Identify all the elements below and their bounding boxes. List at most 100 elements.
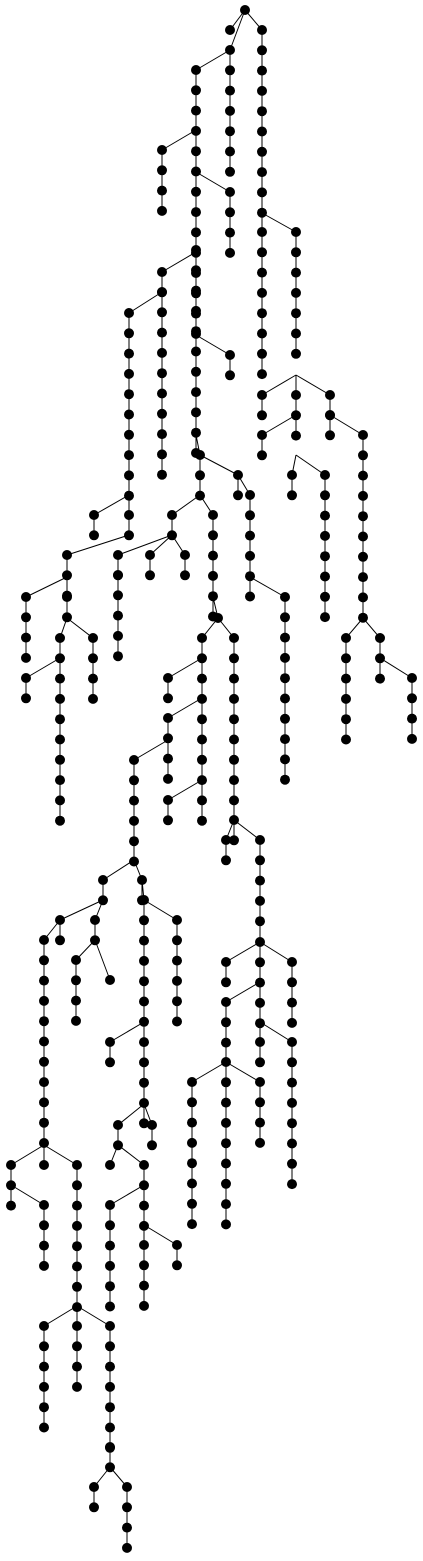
tree-node-62 [257,450,267,461]
tree-node-142 [233,470,243,480]
tree-node-129 [124,429,134,440]
tree-node-211 [197,775,207,786]
tree-node-137 [225,350,235,360]
tree-node-250 [255,997,265,1008]
tree-edge [102,859,135,881]
tree-node-215 [229,633,239,643]
tree-node-297 [55,935,65,946]
tree-node-9 [257,187,267,198]
tree-node-298 [90,915,100,925]
tree-node-22 [191,125,201,136]
tree-node-193 [55,734,65,745]
tree-node-382 [72,1381,82,1392]
tree-node-286 [187,1198,197,1209]
tree-node-324 [139,1057,149,1068]
tree-node-381 [72,1361,82,1372]
tree-edge [261,374,297,396]
tree-node-178 [113,651,123,662]
tree-node-268 [287,1138,297,1149]
tree-node-233 [129,815,139,826]
tree-node-289 [255,1097,265,1108]
tree-node-127 [124,389,134,400]
tree-node-24 [191,166,201,177]
tree-node-34 [157,165,167,176]
tree-node-16 [225,146,235,157]
tree-node-120 [157,429,167,440]
tree-node-247 [255,937,265,947]
tree-node-249 [255,977,265,988]
tree-node-284 [187,1158,197,1169]
tree-node-393 [89,1502,99,1513]
tree-node-47 [257,348,267,359]
tree-node-92 [341,734,351,745]
tree-node-84 [320,571,330,582]
tree-node-312 [71,975,81,986]
tree-node-20 [191,85,201,96]
tree-node-154 [280,673,290,684]
tree-node-338 [147,1120,157,1130]
tree-node-152 [280,632,290,643]
tree-node-274 [221,1117,231,1128]
tree-node-336 [113,1120,123,1130]
tree-node-115 [157,327,167,338]
tree-edge [233,819,261,841]
tree-node-361 [72,1160,82,1170]
tree-node-351 [172,1240,182,1250]
tree-node-85 [320,591,330,602]
tree-node-55 [291,348,301,359]
tree-edge [195,334,231,356]
tree-node-109 [191,427,201,438]
tree-node-0 [240,5,250,15]
tree-node-135 [124,510,134,520]
tree-node-369 [39,1200,49,1210]
tree-node-5 [257,106,267,117]
tree-node-159 [280,774,290,785]
tree-node-340 [105,1160,115,1170]
tree-node-317 [139,915,149,926]
tree-node-18 [225,25,235,35]
tree-node-77 [287,470,297,480]
tree-node-276 [221,1158,231,1169]
tree-edge [249,576,286,598]
tree-node-153 [280,652,290,663]
tree-node-36 [157,205,167,216]
tree-edge [43,1305,78,1327]
tree-node-356 [139,1300,149,1311]
tree-edge [109,1184,145,1206]
tree-node-35 [157,185,167,196]
tree-node-14 [225,105,235,116]
tree-node-168 [145,550,155,560]
tree-node-38 [225,207,235,218]
tree-node-267 [287,1118,297,1129]
tree-node-134 [89,530,99,541]
tree-node-106 [191,366,201,377]
tree-node-306 [39,1056,49,1067]
tree-node-246 [255,916,265,927]
tree-node-364 [72,1220,82,1231]
tree-node-272 [221,1077,231,1088]
tree-node-185 [21,652,31,663]
tree-node-334 [105,1037,115,1047]
tree-node-318 [139,935,149,946]
tree-node-149 [245,591,255,602]
tree-node-46 [257,328,267,339]
tree-node-366 [72,1261,82,1272]
tree-node-264 [287,1057,297,1068]
tree-node-160 [167,510,177,520]
tree-node-40 [225,247,235,258]
tree-node-254 [287,957,297,967]
tree-node-244 [255,875,265,886]
tree-node-48 [257,369,267,380]
tree-edge [25,576,68,598]
tree-edge [66,617,94,639]
tree-node-262 [255,1057,265,1068]
tree-node-13 [225,85,235,96]
tree-node-192 [55,714,65,725]
tree-node-261 [255,1037,265,1047]
tree-node-196 [55,795,65,806]
tree-node-157 [280,734,290,745]
tree-node-375 [39,1361,49,1372]
tree-node-107 [191,387,201,398]
tree-node-15 [225,126,235,137]
tree-edge [225,941,261,963]
